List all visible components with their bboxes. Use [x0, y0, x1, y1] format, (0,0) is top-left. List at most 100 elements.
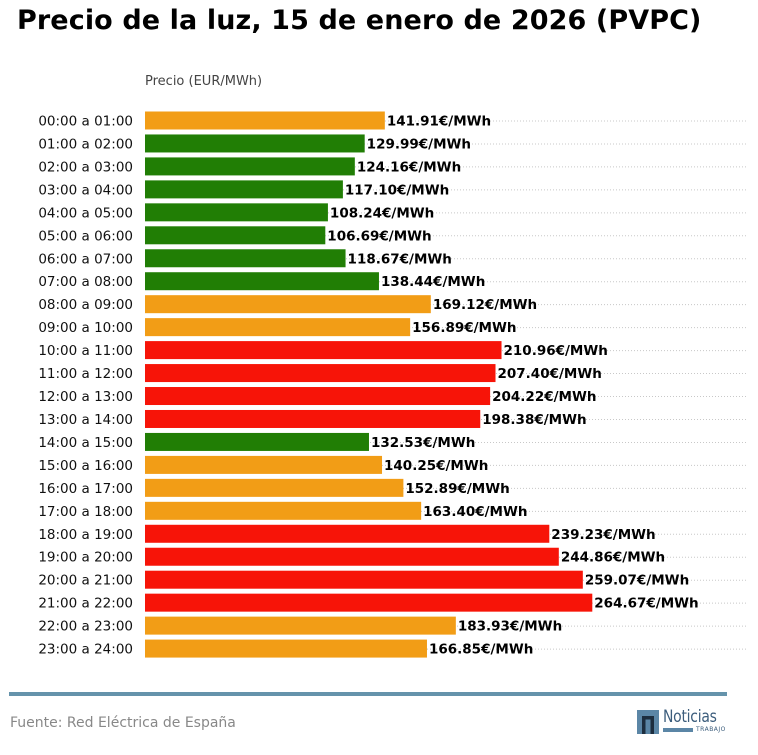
category-label: 22:00 a 23:00 — [38, 619, 133, 635]
bar — [145, 157, 355, 176]
bar-row: 00:00 a 01:00 141.91€/MWh — [38, 111, 748, 130]
bar — [145, 295, 431, 314]
category-label: 21:00 a 22:00 — [38, 596, 133, 612]
source-note: Fuente: Red Eléctrica de España — [10, 715, 236, 731]
category-label: 04:00 a 05:00 — [38, 205, 133, 221]
bar — [145, 180, 343, 199]
bar — [145, 432, 369, 451]
bar-row: 13:00 a 14:00 198.38€/MWh — [38, 409, 748, 428]
bar-row: 17:00 a 18:00 163.40€/MWh — [38, 501, 748, 520]
data-label: 169.12€/MWh — [433, 297, 537, 313]
bar-row: 06:00 a 07:00 118.67€/MWh — [38, 249, 748, 268]
bar — [145, 249, 346, 268]
bar — [145, 111, 385, 130]
bar-row: 11:00 a 12:00 207.40€/MWh — [38, 364, 748, 383]
bar — [145, 570, 583, 589]
data-label: 204.22€/MWh — [492, 389, 596, 405]
footer-divider — [9, 692, 727, 696]
category-label: 23:00 a 24:00 — [38, 642, 133, 658]
data-label: 132.53€/MWh — [371, 435, 475, 451]
data-label: 156.89€/MWh — [412, 320, 516, 336]
data-label: 152.89€/MWh — [405, 481, 509, 497]
bar-row: 10:00 a 11:00 210.96€/MWh — [38, 341, 748, 360]
category-label: 18:00 a 19:00 — [38, 527, 133, 543]
category-label: 20:00 a 21:00 — [38, 573, 133, 589]
category-label: 08:00 a 09:00 — [38, 297, 133, 313]
logo-n-icon — [637, 710, 659, 734]
x-axis-label: Precio (EUR/MWh) — [145, 74, 263, 89]
bar-row: 22:00 a 23:00 183.93€/MWh — [38, 616, 748, 635]
data-label: 138.44€/MWh — [381, 274, 485, 290]
data-label: 166.85€/MWh — [429, 642, 533, 658]
bar-row: 12:00 a 13:00 204.22€/MWh — [38, 387, 748, 406]
bar — [145, 639, 427, 658]
logo-underline — [663, 728, 693, 732]
bar-row: 23:00 a 24:00 166.85€/MWh — [38, 639, 748, 658]
bar — [145, 616, 456, 635]
category-label: 16:00 a 17:00 — [38, 481, 133, 497]
category-label: 10:00 a 11:00 — [38, 343, 133, 359]
category-label: 12:00 a 13:00 — [38, 389, 133, 405]
bar — [145, 341, 502, 360]
bar — [145, 226, 326, 245]
logo-wordmark: Noticias — [663, 707, 717, 727]
category-label: 11:00 a 12:00 — [38, 366, 133, 382]
data-label: 118.67€/MWh — [348, 251, 452, 267]
bar-row: 04:00 a 05:00 108.24€/MWh — [38, 203, 748, 222]
category-label: 09:00 a 10:00 — [38, 320, 133, 336]
bar-row: 15:00 a 16:00 140.25€/MWh — [38, 455, 748, 474]
bar — [145, 272, 379, 291]
data-label: 244.86€/MWh — [561, 550, 665, 566]
bar-row: 09:00 a 10:00 156.89€/MWh — [38, 318, 748, 337]
category-label: 03:00 a 04:00 — [38, 182, 133, 198]
bar — [145, 203, 328, 222]
bar — [145, 409, 481, 428]
bar-row: 21:00 a 22:00 264.67€/MWh — [38, 593, 748, 612]
bar — [145, 387, 491, 406]
noticias-trabajo-logo: Noticias TRABAJO — [637, 707, 729, 736]
bar — [145, 593, 593, 612]
bar-chart: 00:00 a 01:00 141.91€/MWh 01:00 a 02:00 129… — [38, 111, 748, 658]
bar — [145, 364, 496, 383]
data-label: 239.23€/MWh — [551, 527, 655, 543]
category-label: 19:00 a 20:00 — [38, 550, 133, 566]
category-label: 13:00 a 14:00 — [38, 412, 133, 428]
category-label: 14:00 a 15:00 — [38, 435, 133, 451]
bar-row: 08:00 a 09:00 169.12€/MWh — [38, 295, 748, 314]
data-label: 259.07€/MWh — [585, 573, 689, 589]
bar-row: 14:00 a 15:00 132.53€/MWh — [38, 432, 748, 451]
bar-row: 05:00 a 06:00 106.69€/MWh — [38, 226, 748, 245]
data-label: 198.38€/MWh — [482, 412, 586, 428]
bar — [145, 134, 365, 153]
category-label: 07:00 a 08:00 — [38, 274, 133, 290]
data-label: 264.67€/MWh — [594, 596, 698, 612]
bar-row: 20:00 a 21:00 259.07€/MWh — [38, 570, 748, 589]
data-label: 106.69€/MWh — [327, 228, 431, 244]
data-label: 207.40€/MWh — [498, 366, 602, 382]
category-label: 00:00 a 01:00 — [38, 114, 133, 130]
data-label: 183.93€/MWh — [458, 619, 562, 635]
data-label: 117.10€/MWh — [345, 182, 449, 198]
bar-row: 07:00 a 08:00 138.44€/MWh — [38, 272, 748, 291]
bar-row: 18:00 a 19:00 239.23€/MWh — [38, 524, 748, 543]
data-label: 124.16€/MWh — [357, 159, 461, 175]
category-label: 17:00 a 18:00 — [38, 504, 133, 520]
category-label: 15:00 a 16:00 — [38, 458, 133, 474]
bar — [145, 478, 404, 497]
chart-title: Precio de la luz, 15 de enero de 2026 (P… — [17, 5, 702, 36]
bar — [145, 318, 411, 337]
category-label: 05:00 a 06:00 — [38, 228, 133, 244]
data-label: 108.24€/MWh — [330, 205, 434, 221]
bar — [145, 524, 550, 543]
data-label: 141.91€/MWh — [387, 114, 491, 130]
bar — [145, 455, 383, 474]
category-label: 01:00 a 02:00 — [38, 136, 133, 152]
data-label: 129.99€/MWh — [367, 136, 471, 152]
logo-n-glyph — [642, 716, 654, 734]
category-label: 06:00 a 07:00 — [38, 251, 133, 267]
category-label: 02:00 a 03:00 — [38, 159, 133, 175]
data-label: 163.40€/MWh — [423, 504, 527, 520]
bar-row: 02:00 a 03:00 124.16€/MWh — [38, 157, 748, 176]
bar-row: 03:00 a 04:00 117.10€/MWh — [38, 180, 748, 199]
bar — [145, 547, 559, 566]
